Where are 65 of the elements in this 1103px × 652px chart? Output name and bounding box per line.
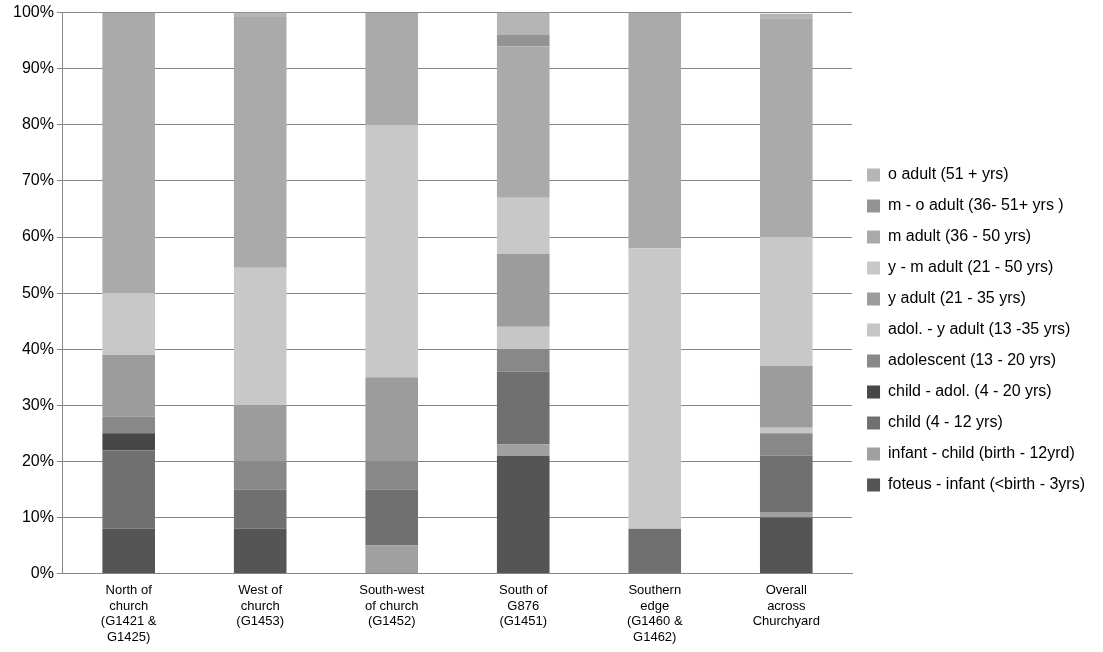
x-tick-label: North of church (G1421 & G1425) bbox=[100, 581, 157, 644]
legend-label: m - o adult (36- 51+ yrs ) bbox=[888, 196, 1064, 214]
x-tick-label: South of G876 (G1451) bbox=[499, 581, 548, 629]
x-tick-label: Overall across Churchyard bbox=[752, 581, 820, 629]
legend-label: y adult (21 - 35 yrs) bbox=[888, 289, 1026, 307]
bar bbox=[759, 237, 813, 367]
bar bbox=[102, 354, 155, 417]
bar bbox=[759, 18, 813, 237]
bar bbox=[496, 35, 550, 47]
bar bbox=[102, 433, 155, 451]
bar bbox=[496, 253, 550, 327]
legend-label: adol. - y adult (13 -35 yrs) bbox=[888, 320, 1071, 338]
y-tick-label: 30% bbox=[21, 395, 54, 413]
bar bbox=[102, 293, 155, 355]
legend-label: infant - child (birth - 12yrd) bbox=[888, 444, 1075, 462]
bar bbox=[102, 12, 155, 294]
bar bbox=[496, 455, 550, 574]
legend-label: foteus - infant (<birth - 3yrs) bbox=[888, 475, 1086, 493]
bar bbox=[496, 326, 550, 350]
bar bbox=[496, 444, 550, 456]
y-tick-label: 90% bbox=[21, 59, 54, 77]
bar bbox=[628, 12, 682, 249]
bar bbox=[759, 433, 813, 456]
bar bbox=[233, 267, 287, 406]
y-tick-label: 20% bbox=[21, 451, 54, 469]
bar bbox=[496, 197, 550, 254]
legend-label: child (4 - 12 yrs) bbox=[888, 413, 1003, 431]
bar bbox=[628, 248, 682, 529]
y-tick-label: 70% bbox=[21, 171, 54, 189]
bar bbox=[759, 427, 813, 434]
bar bbox=[102, 416, 155, 434]
bar bbox=[628, 528, 682, 574]
legend-label: child - adol. (4 - 20 yrs) bbox=[888, 382, 1052, 400]
y-tick-label: 60% bbox=[21, 227, 54, 245]
y-tick-label: 50% bbox=[21, 283, 54, 301]
x-tick-label: West of church (G1453) bbox=[236, 581, 285, 629]
y-tick-label: 80% bbox=[21, 115, 54, 133]
bar bbox=[496, 12, 550, 36]
bar bbox=[759, 455, 813, 512]
bar bbox=[365, 12, 419, 125]
bar bbox=[759, 366, 813, 428]
bar bbox=[233, 528, 287, 574]
bar bbox=[233, 405, 287, 462]
y-tick-label: 100% bbox=[13, 3, 54, 21]
bar bbox=[365, 377, 419, 462]
x-tick-label: Southern edge (G1460 & G1462) bbox=[626, 581, 683, 644]
y-tick-label: 40% bbox=[21, 339, 54, 357]
bar bbox=[496, 46, 550, 198]
bar bbox=[496, 371, 550, 445]
bar bbox=[233, 489, 287, 529]
legend-label: adolescent (13 - 20 yrs) bbox=[888, 351, 1057, 369]
bar bbox=[102, 528, 155, 574]
legend-label: m adult (36 - 50 yrs) bbox=[888, 227, 1032, 245]
y-tick-label: 0% bbox=[30, 564, 54, 582]
y-tick-label: 10% bbox=[21, 507, 54, 525]
bar bbox=[365, 489, 419, 546]
legend-label: o adult (51 + yrs) bbox=[888, 165, 1009, 183]
bar bbox=[759, 517, 813, 574]
bar bbox=[233, 17, 287, 268]
bar bbox=[759, 511, 813, 518]
bar bbox=[365, 545, 419, 574]
x-tick-label: South-west of church (G1452) bbox=[359, 581, 425, 629]
bar bbox=[102, 450, 155, 529]
bar bbox=[365, 124, 419, 378]
legend-label: y - m adult (21 - 50 yrs) bbox=[888, 258, 1054, 276]
